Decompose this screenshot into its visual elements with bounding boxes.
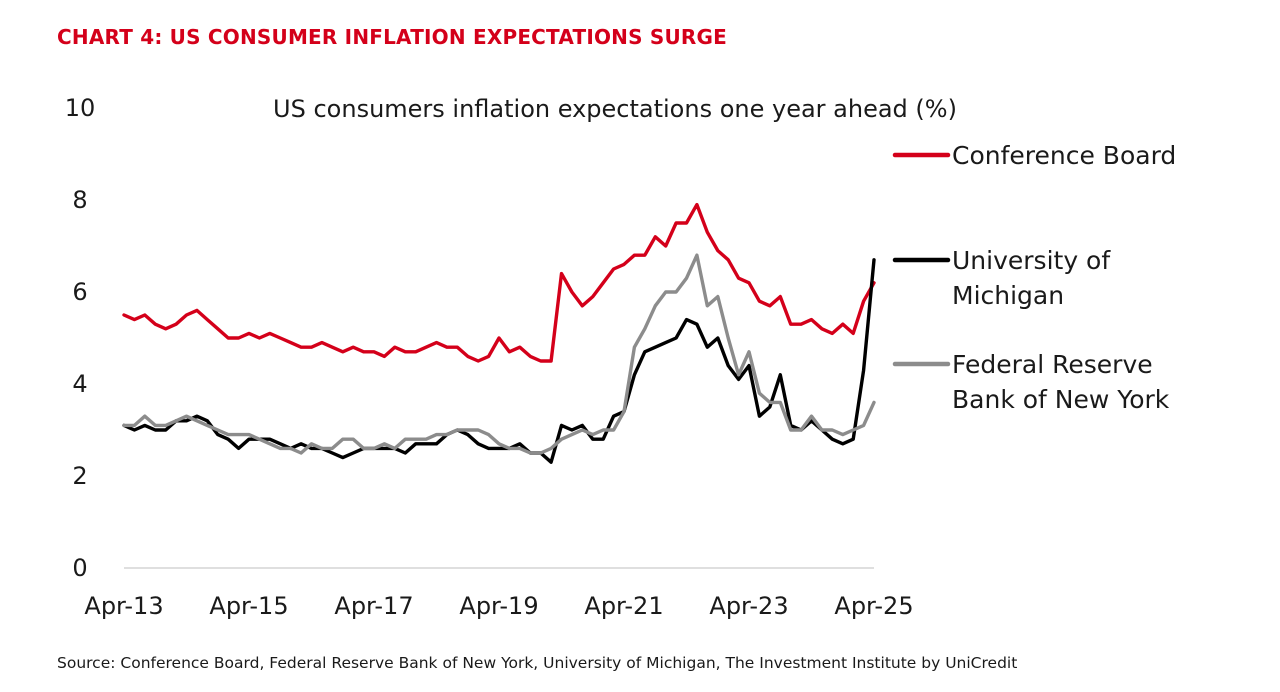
series-line-1: [122, 202, 876, 363]
legend: Conference Board University of Michigan Fed…: [892, 141, 1176, 414]
chart-header: CHART 4: US CONSUMER INFLATION EXPECTATI…: [57, 25, 727, 49]
y-tick-label: 8: [72, 186, 87, 214]
series-line-3: [122, 253, 876, 455]
x-tick-label: Apr-19: [459, 592, 538, 620]
x-tick-label: Apr-15: [209, 592, 288, 620]
series-line-2: [122, 258, 876, 464]
x-tick-label: Apr-25: [834, 592, 913, 620]
axes: 0 2 4 6 8 10 Apr-13 Apr-15 Apr-17 Apr-19 Apr-21 Apr…: [65, 94, 914, 620]
y-tick-label: 2: [72, 462, 87, 490]
x-tick-label: Apr-17: [334, 592, 413, 620]
y-tick-label: 6: [72, 278, 87, 306]
legend-label: Conference Board: [952, 141, 1176, 170]
x-tick-label: Apr-23: [709, 592, 788, 620]
y-tick-label: 4: [72, 370, 87, 398]
source-note: Source: Conference Board, Federal Reserv…: [57, 654, 1018, 672]
legend-label: Federal Reserve: [952, 350, 1153, 379]
x-tick-label: Apr-21: [584, 592, 663, 620]
chart-title: US consumers inflation expectations one …: [273, 95, 957, 123]
y-tick-label: 10: [65, 94, 96, 122]
x-tick-label: Apr-13: [84, 592, 163, 620]
legend-label: Bank of New York: [952, 385, 1170, 414]
legend-label: Michigan: [952, 281, 1064, 310]
y-tick-label: 0: [72, 554, 87, 582]
series-layer: [122, 202, 876, 464]
legend-label: University of: [952, 246, 1111, 275]
